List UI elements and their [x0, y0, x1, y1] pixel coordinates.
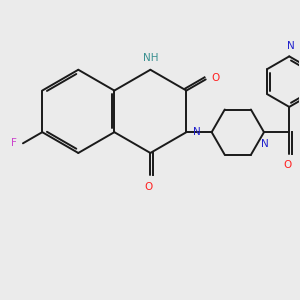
Text: O: O [145, 182, 153, 192]
Text: O: O [211, 73, 219, 83]
Text: N: N [261, 139, 268, 149]
Text: NH: NH [142, 53, 158, 63]
Text: N: N [287, 41, 295, 51]
Text: F: F [11, 138, 17, 148]
Text: N: N [193, 127, 201, 137]
Text: O: O [284, 160, 292, 170]
